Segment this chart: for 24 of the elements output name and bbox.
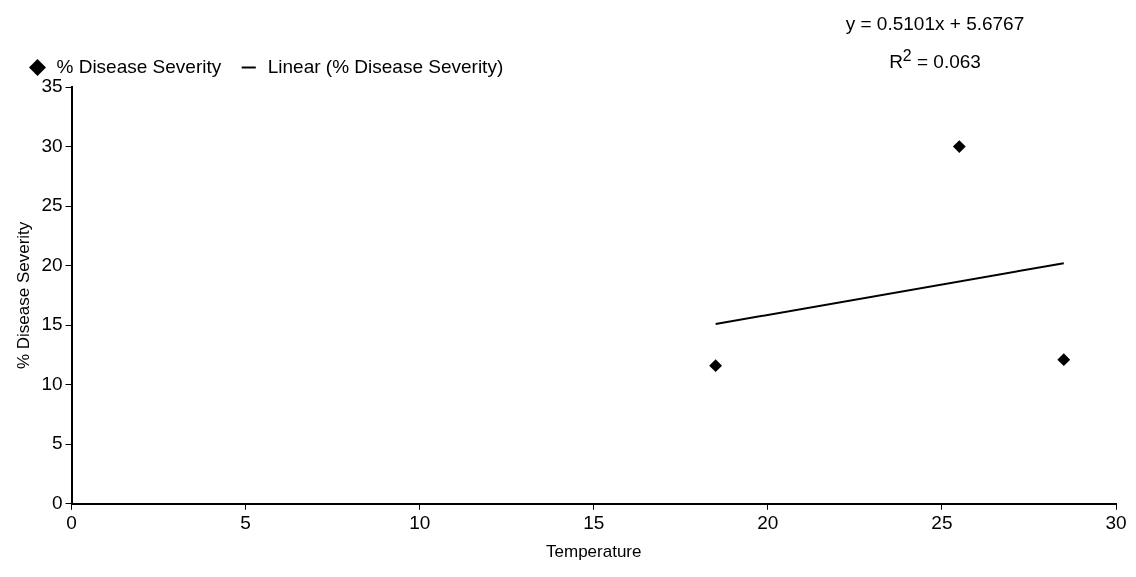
x-tick-label: 10 — [409, 512, 431, 534]
point — [1057, 353, 1070, 366]
x-tick-label: 20 — [757, 512, 779, 534]
x-tick-label: 25 — [931, 512, 953, 534]
x-tick-label: 0 — [66, 512, 77, 534]
point — [709, 359, 722, 372]
y-tick-label: 10 — [41, 372, 63, 394]
text: y = 0.5101x + 5.6767 — [844, 12, 1026, 36]
x-tick-label: 5 — [240, 512, 251, 534]
y-tick-label: 30 — [41, 134, 63, 156]
point — [953, 140, 966, 153]
text: R$^{2}$ = 0.063 — [888, 46, 982, 75]
y-tick-label: 5 — [51, 432, 63, 454]
x-axis-title: Temperature — [546, 542, 642, 562]
legend-label: % Disease Severity — [56, 55, 222, 77]
y-tick-label: 25 — [41, 194, 63, 216]
y-tick-label: 0 — [51, 492, 63, 514]
y-tick-label: 15 — [41, 313, 63, 335]
x-tick-label: 15 — [583, 512, 605, 534]
y-tick-label: 20 — [41, 253, 63, 275]
x-tick-label: 30 — [1105, 512, 1127, 534]
legend-label: Linear (% Disease Severity) — [267, 55, 504, 77]
y-tick-label: 35 — [41, 75, 63, 97]
y-axis-title: % Disease Severity — [13, 221, 33, 370]
